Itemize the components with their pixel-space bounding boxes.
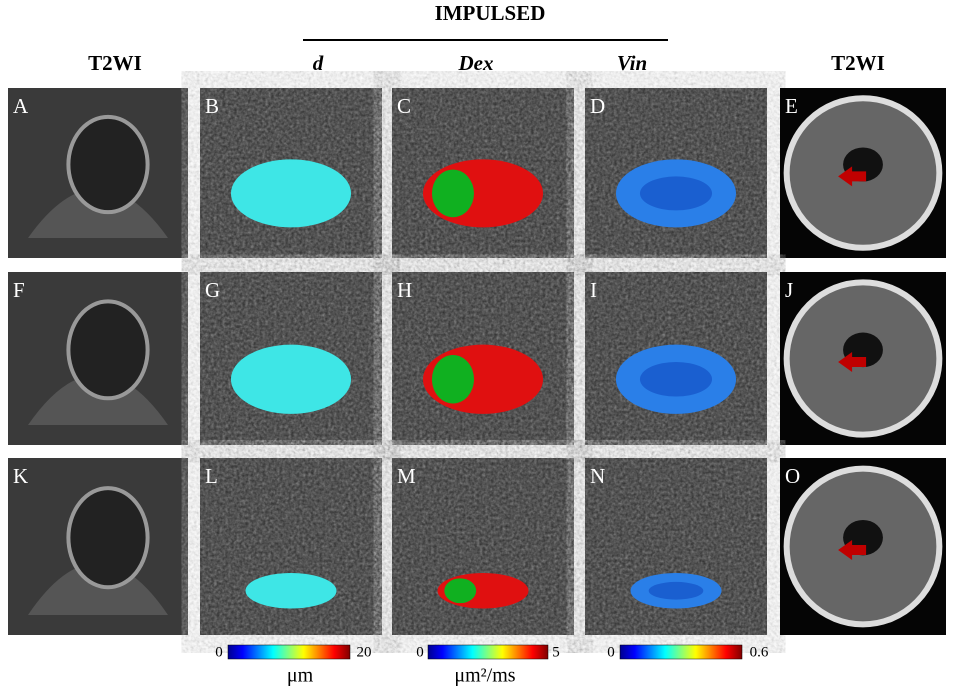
colorbar-unit: μm²/ms [454,665,515,687]
anatomy [66,486,150,590]
anatomy [66,299,150,401]
colorbar-max: 0.6 [750,644,769,660]
panel-noise [200,458,382,635]
panel-letter: K [13,464,28,488]
image-panel: L [200,458,382,635]
panel-letter: I [590,278,597,302]
image-panel: J [780,272,946,445]
panel-noise [585,458,767,635]
image-panel: K [8,458,188,635]
lesion-region [639,176,713,211]
colorbar-min: 0 [416,644,424,660]
column-header: d [313,51,324,75]
lesion [230,159,352,228]
colorbar-unit: μm [287,665,314,687]
colorbar [619,644,743,660]
image-panel: F [8,272,188,445]
image-panel: E [780,88,946,258]
panel-letter: A [13,94,29,118]
image-panel: A [8,88,188,258]
image-panel: M [392,458,574,635]
arrow [838,540,867,561]
lesion-region [639,361,713,397]
colorbar [427,644,549,660]
lesion-region [431,355,474,404]
lesion-region [444,578,477,604]
panel-letter: N [590,464,605,488]
panel-letter: M [397,464,416,488]
panel-letter: H [397,278,412,302]
panel-letter: B [205,94,219,118]
column-header: Dex [458,51,494,75]
panel-letter: D [590,94,605,118]
panel-letter: F [13,278,25,302]
panel-letter: E [785,94,798,118]
arrow [838,166,867,187]
panel-letter: L [205,464,218,488]
image-panel: D [585,88,767,258]
colorbar-max: 5 [552,644,560,660]
column-header: T2WI [831,51,885,75]
panel-letter: C [397,94,411,118]
column-header: Vin [617,51,647,75]
image-panel: H [392,272,574,445]
lesion [245,573,337,609]
header-title: IMPULSED [435,1,546,25]
panel-noise [392,458,574,635]
lesion [230,344,352,414]
image-panel: O [780,458,946,635]
lesion-region [431,169,474,218]
image-panel: G [200,272,382,445]
colorbar-min: 0 [607,644,615,660]
arrow [838,351,867,372]
image-panel: N [585,458,767,635]
image-panel: B [200,88,382,258]
panel-letter: G [205,278,220,302]
colorbar [227,644,351,660]
image-panel: I [585,272,767,445]
colorbar-max: 20 [357,644,372,660]
column-header: T2WI [88,51,142,75]
panel-letter: O [785,464,800,488]
panel-letter: J [785,278,793,302]
anatomy [66,114,150,215]
lesion-region [648,581,704,600]
colorbar-min: 0 [215,644,223,660]
image-panel: C [392,88,574,258]
